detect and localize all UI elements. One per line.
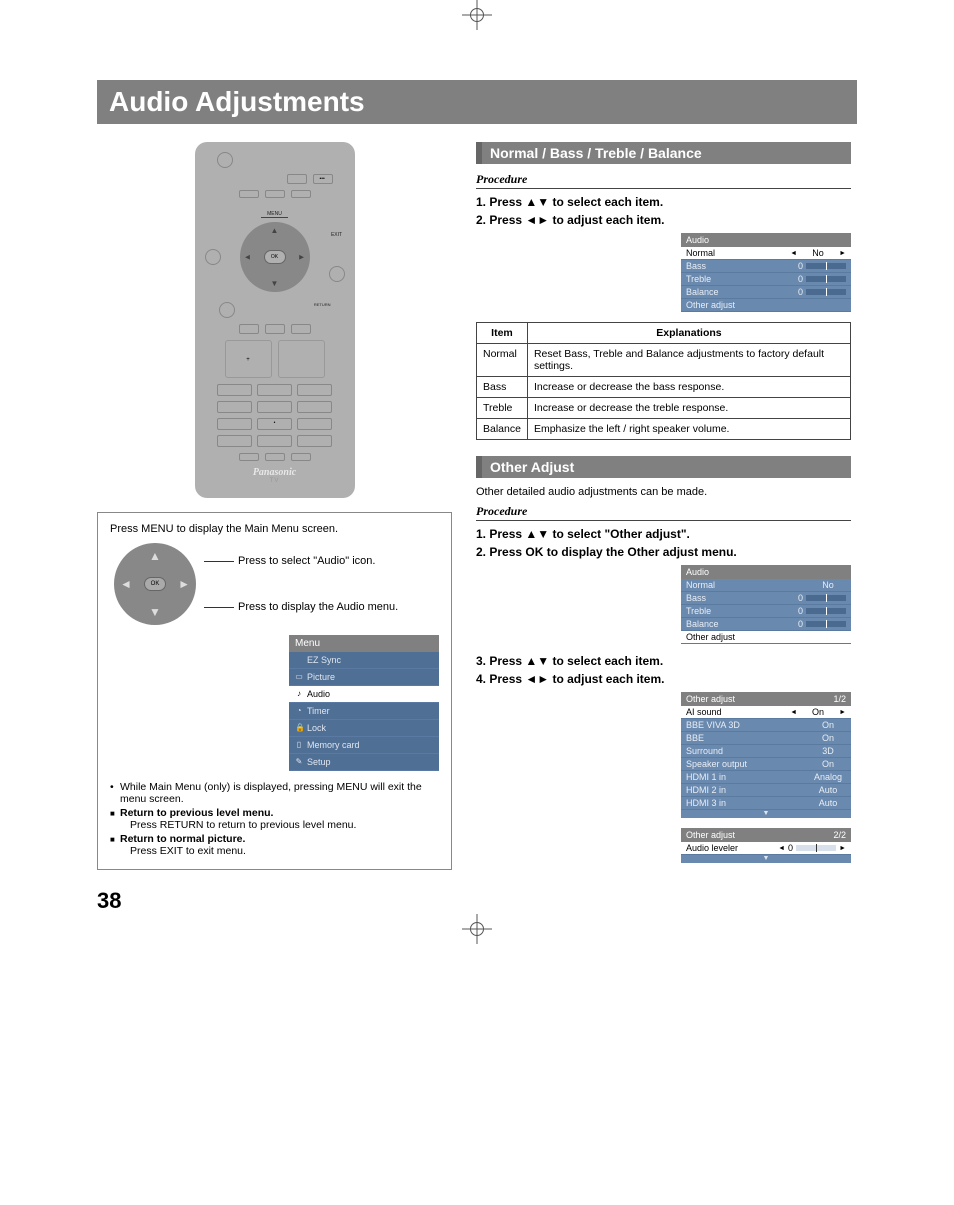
s2-step1: 1. Press ▲▼ to select "Other adjust". <box>476 527 851 541</box>
audio-osd-2: Audio NormalNoBass0Treble0Balance0Other … <box>681 565 851 644</box>
table-row: NormalReset Bass, Treble and Balance adj… <box>477 344 851 377</box>
s2-step2: 2. Press OK to display the Other adjust … <box>476 545 851 559</box>
explanations-table: Item Explanations NormalReset Bass, Treb… <box>476 322 851 440</box>
remote-exit-label: EXIT <box>331 232 342 238</box>
osd-row-treble: Treble0 <box>681 605 851 618</box>
s2-step3: 3. Press ▲▼ to select each item. <box>476 654 851 668</box>
s2-step4: 4. Press ◄► to adjust each item. <box>476 672 851 686</box>
note-return-prev: Return to previous level menu. Press RET… <box>110 807 439 831</box>
remote-return-label: RETURN <box>314 302 331 318</box>
s1-step1: 1. Press ▲▼ to select each item. <box>476 195 851 209</box>
th-explanations: Explanations <box>527 323 850 344</box>
table-row: TrebleIncrease or decrease the treble re… <box>477 398 851 419</box>
main-menu-osd: Menu EZ Sync▭Picture♪Audio◔Timer🔒Lock▯Me… <box>289 635 439 771</box>
note-exit-menu: While Main Menu (only) is displayed, pre… <box>110 781 439 805</box>
osd-row-hdmi-3-in: HDMI 3 inAuto <box>681 797 851 810</box>
remote-figure: ••• MENU ▲▼ ◄► OK EXIT RETURN <box>195 142 355 498</box>
osd-row-hdmi-2-in: HDMI 2 inAuto <box>681 784 851 797</box>
other-adjust-osd-2: Other adjust2/2 Audio leveler◄0► ▼ <box>681 828 851 863</box>
audio-osd-1: Audio Normal◄No►Bass0Treble0Balance0Othe… <box>681 233 851 312</box>
menu-item-setup: ✎Setup <box>289 754 439 771</box>
osd-row-bbe-viva-3d: BBE VIVA 3DOn <box>681 719 851 732</box>
osd-row-bbe: BBEOn <box>681 732 851 745</box>
osd-row-normal: Normal◄No► <box>681 247 851 260</box>
section-1-title: Normal / Bass / Treble / Balance <box>476 142 851 164</box>
osd-row-normal: NormalNo <box>681 579 851 592</box>
notes-list: While Main Menu (only) is displayed, pre… <box>110 781 439 857</box>
menu-item-picture: ▭Picture <box>289 669 439 686</box>
remote-menu-label: MENU <box>261 211 288 218</box>
page-content: Audio Adjustments ••• MENU ▲▼ ◄► OK <box>97 30 857 914</box>
osd-row-balance: Balance0 <box>681 286 851 299</box>
menu-item-timer: ◔Timer <box>289 703 439 720</box>
osd-row-surround: Surround3D <box>681 745 851 758</box>
callout-select-audio: Press to select "Audio" icon. <box>204 555 398 567</box>
crop-mark-top <box>462 0 492 30</box>
note-return-normal: Return to normal picture. Press EXIT to … <box>110 833 439 857</box>
main-menu-instructions: Press MENU to display the Main Menu scre… <box>97 512 452 870</box>
s1-step2: 2. Press ◄► to adjust each item. <box>476 213 851 227</box>
instr-line-1: Press MENU to display the Main Menu scre… <box>110 523 439 535</box>
osd-row-audio-leveler: Audio leveler◄0► <box>681 842 851 855</box>
procedure-label-1: Procedure <box>476 172 851 189</box>
osd-row-other-adjust: Other adjust <box>681 631 851 644</box>
remote-dpad: ▲▼ ◄► OK <box>240 222 310 292</box>
menu-item-lock: 🔒Lock <box>289 720 439 737</box>
page-title: Audio Adjustments <box>97 80 857 124</box>
main-menu-header: Menu <box>289 635 439 652</box>
osd-row-ai-sound: AI sound◄On► <box>681 706 851 719</box>
section-2-title: Other Adjust <box>476 456 851 478</box>
osd-row-other-adjust: Other adjust <box>681 299 851 312</box>
dpad-ok: OK <box>144 577 166 591</box>
osd-row-balance: Balance0 <box>681 618 851 631</box>
remote-device: TV <box>205 478 345 484</box>
osd-row-speaker-output: Speaker outputOn <box>681 758 851 771</box>
menu-item-audio: ♪Audio <box>289 686 439 703</box>
menu-item-memory-card: ▯Memory card <box>289 737 439 754</box>
osd-row-treble: Treble0 <box>681 273 851 286</box>
remote-brand: Panasonic <box>205 467 345 478</box>
table-row: BassIncrease or decrease the bass respon… <box>477 377 851 398</box>
remote-ok-button: OK <box>264 250 286 264</box>
osd-row-bass: Bass0 <box>681 592 851 605</box>
osd-row-bass: Bass0 <box>681 260 851 273</box>
crop-mark-bottom <box>462 914 492 944</box>
dpad-figure: ▲▼◄► OK <box>114 543 196 625</box>
callout-display-audio: Press to display the Audio menu. <box>204 601 398 613</box>
th-item: Item <box>477 323 528 344</box>
procedure-label-2: Procedure <box>476 504 851 521</box>
menu-item-ez-sync: EZ Sync <box>289 652 439 669</box>
table-row: BalanceEmphasize the left / right speake… <box>477 419 851 440</box>
section-2-intro: Other detailed audio adjustments can be … <box>476 486 851 498</box>
other-adjust-osd-1: Other adjust1/2 AI sound◄On►BBE VIVA 3DO… <box>681 692 851 818</box>
page-number: 38 <box>97 888 452 914</box>
osd-row-hdmi-1-in: HDMI 1 inAnalog <box>681 771 851 784</box>
